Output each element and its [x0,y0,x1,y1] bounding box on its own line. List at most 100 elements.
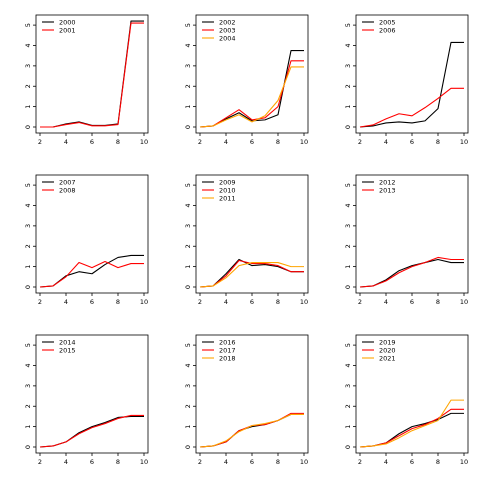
y-tick-label: 0 [184,125,192,129]
y-tick-label: 4 [184,203,192,207]
x-tick-label: 6 [250,138,254,146]
y-tick-label: 4 [24,363,32,367]
y-tick-label: 0 [24,285,32,289]
legend-label-2003: 2003 [219,26,236,34]
x-tick-label: 6 [90,458,94,466]
y-tick-label: 0 [184,285,192,289]
legend-label-2019: 2019 [379,338,396,346]
x-tick-label: 8 [116,298,120,306]
y-tick-label: 1 [184,265,192,269]
y-tick-label: 1 [24,425,32,429]
legend-label-2011: 2011 [219,194,236,202]
x-tick-label: 2 [358,298,362,306]
series-line-2014 [39,415,144,448]
x-tick-label: 4 [224,458,228,466]
y-tick-label: 0 [344,445,352,449]
y-tick-label: 5 [24,23,32,27]
y-tick-label: 2 [344,404,352,408]
x-tick-label: 6 [410,298,414,306]
legend-label-2001: 2001 [59,26,76,34]
series-line-2001 [40,22,144,128]
legend-label-2020: 2020 [379,346,396,354]
series-line-2006 [359,87,464,128]
y-tick-label: 5 [184,23,192,27]
x-tick-label: 10 [300,138,308,146]
x-tick-label: 10 [460,458,468,466]
legend-label-2021: 2021 [379,354,396,362]
x-tick-label: 10 [140,458,148,466]
y-tick-label: 4 [344,43,352,47]
x-tick-label: 6 [90,138,94,146]
legend-label-2014: 2014 [59,338,76,346]
plot-frame [35,14,149,134]
series-line-2003 [199,60,304,128]
x-tick-label: 2 [358,458,362,466]
x-tick-label: 10 [460,298,468,306]
y-tick-label: 3 [24,224,32,228]
series-line-2000 [40,20,144,128]
legend-label-2012: 2012 [379,178,396,186]
x-tick-label: 6 [410,138,414,146]
y-tick-label: 3 [184,224,192,228]
y-tick-label: 1 [184,105,192,109]
x-tick-label: 10 [460,138,468,146]
y-tick-label: 2 [24,84,32,88]
y-tick-label: 3 [344,224,352,228]
legend-label-2006: 2006 [379,26,396,34]
y-tick-label: 3 [344,384,352,388]
y-tick-label: 1 [344,105,352,109]
series-line-2008 [39,260,144,288]
y-tick-label: 2 [184,244,192,248]
plot-frame [195,14,309,134]
x-tick-label: 4 [64,458,68,466]
y-tick-label: 2 [24,404,32,408]
series-line-2013 [359,256,464,288]
y-tick-label: 5 [184,183,192,187]
y-tick-label: 2 [344,244,352,248]
series-line-2011 [199,261,304,288]
plot-frame [355,334,469,454]
y-tick-label: 4 [24,203,32,207]
y-tick-label: 5 [184,343,192,347]
y-tick-label: 1 [184,425,192,429]
x-tick-label: 6 [250,458,254,466]
series-line-2010 [199,259,304,288]
legend-label-2009: 2009 [219,178,236,186]
plot-frame [35,334,149,454]
series-line-2021 [359,399,464,448]
y-tick-label: 5 [344,183,352,187]
x-tick-label: 10 [140,298,148,306]
x-tick-label: 2 [198,138,202,146]
y-tick-label: 3 [344,64,352,68]
series-line-2018 [199,413,304,448]
y-tick-label: 5 [24,343,32,347]
y-tick-label: 2 [344,84,352,88]
x-tick-label: 6 [250,298,254,306]
x-tick-label: 4 [384,458,388,466]
plot-frame [355,174,469,294]
legend-label-2013: 2013 [379,186,396,194]
x-tick-label: 8 [436,298,440,306]
x-tick-label: 2 [38,458,42,466]
series-line-2004 [199,66,304,128]
legend-label-2004: 2004 [219,34,236,42]
y-tick-label: 2 [24,244,32,248]
y-tick-label: 5 [344,23,352,27]
y-tick-label: 5 [24,183,32,187]
legend-label-2002: 2002 [219,18,236,26]
y-tick-label: 0 [184,445,192,449]
series-line-2005 [359,41,464,128]
x-tick-label: 6 [90,298,94,306]
x-tick-label: 6 [410,458,414,466]
y-tick-label: 0 [24,125,32,129]
y-tick-label: 4 [344,203,352,207]
legend-label-2008: 2008 [59,186,76,194]
series-line-2002 [199,50,304,128]
